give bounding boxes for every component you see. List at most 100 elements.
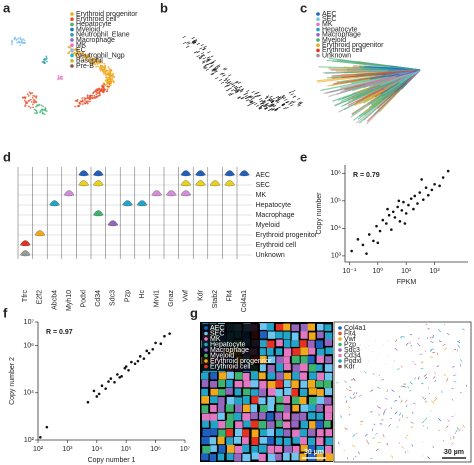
transcript-mark [358,394,362,397]
cell-dot [107,71,110,74]
transcript-mark [426,426,429,429]
violin [63,190,75,197]
cell-dot [84,56,87,59]
cell-segment [291,324,300,332]
point [402,200,405,204]
cell-segment [283,421,291,429]
transcript-mark [401,365,403,368]
cell-dot [34,112,36,114]
cell-dot [81,54,84,57]
cell-segment [276,404,285,412]
cell-dot [45,110,48,113]
legend-label: Sdc3 [344,347,360,354]
cell-dot [77,105,80,107]
cell-segment [276,372,284,380]
cone-ray [323,69,421,74]
cell-segment [308,380,316,388]
transcript-mark [433,376,436,379]
cell-dot [40,104,43,107]
transcript-mark [410,421,414,424]
cell-dot [95,58,98,60]
cell-segment [258,421,267,429]
velocity-arrow [288,91,292,94]
cell-segment [309,421,316,429]
legend-dot [70,17,74,22]
transcript-mark [370,389,374,392]
legend-label: MK [210,336,221,343]
cell-dot [84,99,87,102]
legend-label: Macrophage [210,347,249,354]
row-label: Unknown [256,252,285,259]
velocity-arrow [240,97,244,100]
cell-dot [104,83,107,86]
velocity-arrow [298,101,302,104]
cell-dot [105,69,108,72]
cone-ray [336,59,421,71]
cell-segment [315,340,324,348]
gene-label: Kdr [197,289,204,301]
cell-dot [80,52,83,55]
violin [122,200,133,207]
cell-dot [79,56,81,59]
cell-dot [81,97,84,100]
velocity-arrow [205,68,210,71]
cell-segment [201,372,209,380]
violin [195,170,206,177]
cell-dot [90,94,92,97]
cell-dot [44,109,46,111]
cell-dot [109,81,112,84]
velocity-arrow [286,101,290,104]
y-tick-label: 10⁴ [330,225,341,232]
cell-dot [109,84,112,87]
violin [20,240,31,247]
cell-dot [67,46,70,48]
cell-segment [201,413,210,421]
gene-label: Stab2 [212,290,219,308]
cell-dot [89,61,92,63]
violin [180,170,192,177]
y-tick-label: 10³ [331,253,342,260]
violin [34,230,46,237]
gene-label: Hc [139,290,146,299]
y-tick-label: 10⁵ [330,198,341,205]
x-tick-label: 10² [430,268,441,275]
velocity-arrow [249,100,254,103]
cell-dot [100,67,103,70]
cell-dot [102,89,105,92]
cell-dot [32,99,35,102]
gene-label: Myh10 [66,290,73,311]
cell-segment [276,420,283,427]
velocity-arrow [191,41,195,44]
velocity-arrow [269,95,273,98]
cell-dot [14,37,16,40]
cell-segment [299,340,307,348]
cell-dot [109,75,112,78]
transcript-mark [386,442,389,446]
transcript-mark [345,428,349,430]
velocity-arrow [258,106,262,109]
velocity-arrow [270,100,275,103]
cell-dot [113,81,115,84]
cell-dot [16,41,18,44]
velocity-arrow [214,68,218,71]
cell-segment [218,389,226,396]
cell-dot [79,103,82,105]
legend-dot [70,64,74,68]
cell-segment [267,372,276,380]
cell-dot [94,60,97,63]
legend-dot [70,43,74,47]
y-axis-label: Copy number 2 [9,357,16,405]
cell-segment [292,436,301,444]
transcript-mark [354,455,357,458]
velocity-arrow [234,87,238,90]
transcript-mark [454,432,457,435]
cell-dot [74,49,77,52]
cell-segment [226,379,233,388]
point [409,197,413,200]
transcript-mark [418,337,420,340]
point [113,380,116,384]
x-tick-label: 10⁰ [373,267,384,275]
cell-dot [105,70,107,73]
velocity-arrow [202,57,206,60]
cell-segment [218,372,227,380]
